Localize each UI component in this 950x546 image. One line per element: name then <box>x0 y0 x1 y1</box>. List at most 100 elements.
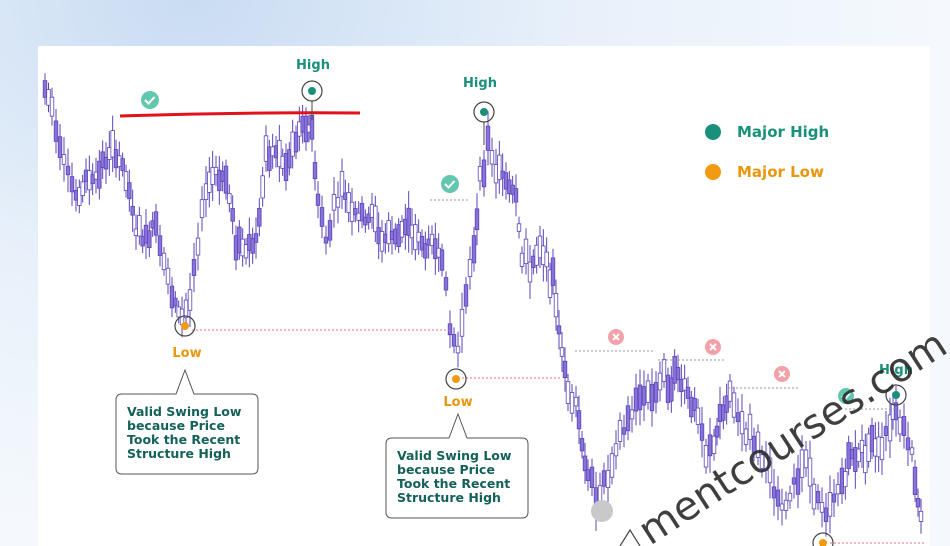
candle-body <box>191 259 197 276</box>
low-label: Low <box>172 346 201 361</box>
candle-body <box>110 130 115 158</box>
callout-line: because Price <box>127 418 225 433</box>
check-icon <box>838 388 854 404</box>
candle-body <box>763 453 769 471</box>
legend-label: Major Low <box>737 163 824 181</box>
candle-body <box>46 89 51 106</box>
high-marker <box>473 101 495 145</box>
candle-body <box>653 382 659 403</box>
dotted-lines <box>192 199 925 544</box>
candle-body <box>42 80 48 98</box>
candle-body <box>57 136 63 158</box>
candle-body <box>481 159 487 188</box>
callout-line: Took the Recent <box>397 476 510 491</box>
candle-body <box>823 507 829 523</box>
low-marker <box>174 315 196 337</box>
callout-line: Structure High <box>127 446 231 461</box>
candle-body <box>230 208 235 222</box>
candle-body <box>210 167 215 185</box>
legend: Major High Major Low <box>705 123 829 181</box>
candles-group <box>42 73 924 537</box>
callout-line: Structure High <box>397 490 501 505</box>
candle-body <box>695 407 701 425</box>
candle-body <box>827 492 833 517</box>
candle-body <box>909 447 915 455</box>
candle-body <box>731 392 737 418</box>
candle-body <box>657 372 663 391</box>
candle-body <box>406 207 411 236</box>
high-label: High <box>463 76 497 91</box>
candle-body <box>253 233 259 243</box>
candle-body <box>675 366 681 381</box>
candle-body <box>771 486 777 499</box>
candle-body <box>467 259 473 278</box>
candle-body <box>565 381 571 404</box>
candle-body <box>335 197 341 208</box>
cross-icon <box>705 339 721 355</box>
candle-body <box>277 140 282 168</box>
candle-body <box>423 243 428 259</box>
cross-icon <box>774 366 790 382</box>
candle-body <box>912 466 918 495</box>
candle-body <box>319 207 325 227</box>
candle-body <box>250 237 255 254</box>
candle-body <box>629 409 635 420</box>
candle-body <box>735 412 741 423</box>
candle-body <box>559 347 565 357</box>
candle-body <box>779 503 785 511</box>
candle-body <box>544 251 549 268</box>
candle-body <box>775 489 781 507</box>
candle-body <box>661 358 667 382</box>
candle-body <box>187 289 193 311</box>
candle-body <box>703 445 709 468</box>
candle-body <box>527 261 533 283</box>
candle-body <box>609 453 615 478</box>
candle-body <box>123 171 129 191</box>
candle-body <box>103 156 109 170</box>
candle-body <box>645 380 651 403</box>
candle-body <box>312 162 318 180</box>
candle-body <box>65 165 71 176</box>
candle-body <box>489 150 495 165</box>
candle-body <box>856 448 861 463</box>
candle-body <box>477 165 483 182</box>
candle-body <box>419 236 425 251</box>
candle-body <box>569 392 575 414</box>
candle-body <box>227 192 232 204</box>
arrow-outline <box>619 528 641 546</box>
candle-body <box>147 230 152 249</box>
legend-label: Major High <box>737 123 829 141</box>
candle-body <box>807 457 813 487</box>
candle-body <box>597 485 603 502</box>
candle-body <box>783 499 789 511</box>
candle-body <box>513 188 519 203</box>
legend-swatch <box>705 124 721 140</box>
candle-body <box>157 235 163 256</box>
candle-body <box>625 405 631 432</box>
candle-body <box>485 125 491 151</box>
low-label: Low <box>443 395 472 410</box>
candle-body <box>161 252 167 271</box>
candle-body <box>260 175 265 199</box>
candle-body <box>815 490 821 504</box>
candle-body <box>883 426 889 436</box>
cross-icon <box>608 329 624 345</box>
candle-body <box>621 427 627 435</box>
candle-body <box>49 96 55 117</box>
candle-body <box>724 395 729 413</box>
candle-body <box>199 199 205 219</box>
candle-body <box>747 413 753 440</box>
candle-body <box>523 238 529 265</box>
candle-body <box>893 402 899 421</box>
candle-body <box>711 435 717 454</box>
candle-body <box>787 492 793 502</box>
candle-body <box>120 158 125 171</box>
candle-body <box>579 438 585 452</box>
candle-body <box>887 414 893 442</box>
candle-body <box>835 484 841 495</box>
low-marker <box>812 532 834 546</box>
callout-line: Valid Swing Low <box>397 448 512 463</box>
candle-body <box>727 380 733 402</box>
low-marker <box>445 368 467 390</box>
candle-body <box>183 299 189 319</box>
